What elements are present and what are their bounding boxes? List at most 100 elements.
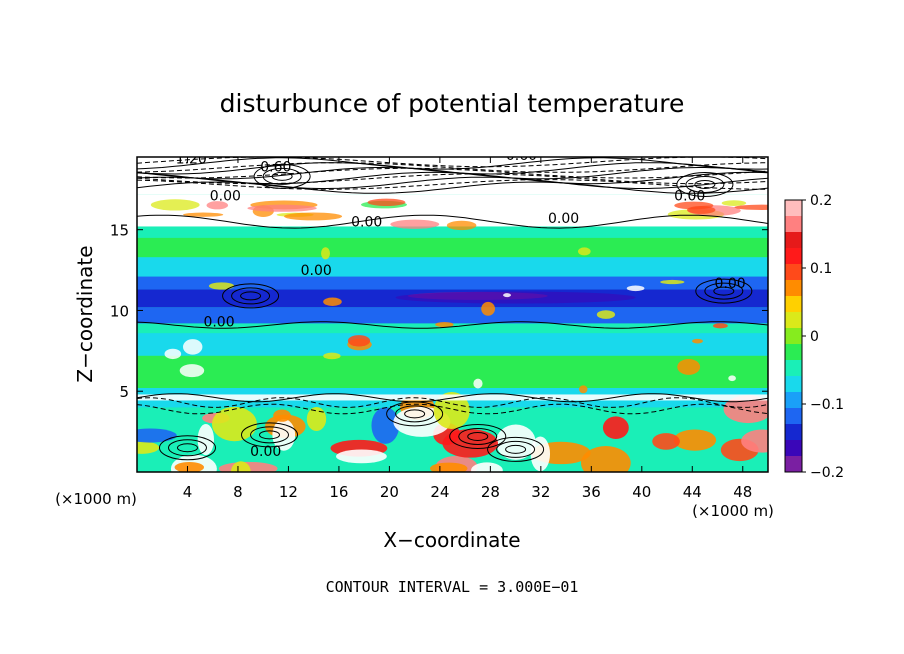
field-core — [395, 291, 636, 304]
field-patch — [660, 279, 685, 285]
contour-eddy — [231, 287, 271, 305]
field-patch — [164, 348, 182, 360]
field-patch — [728, 375, 736, 382]
contour-eddy — [676, 171, 734, 197]
x-tick-label: 4 — [183, 483, 193, 501]
field-blob — [211, 406, 257, 442]
temperature-field — [137, 157, 768, 472]
contour-line — [137, 162, 768, 175]
field-blob — [371, 407, 400, 444]
x-tick-label: 32 — [531, 483, 550, 501]
colorbar-ticks: 0.2 0.1 0 −0.1 −0.2 — [802, 193, 844, 481]
y-axis-ticks: 5 10 15 — [110, 222, 768, 401]
field-blob — [580, 446, 631, 472]
field-band — [137, 323, 768, 334]
x-tick-label: 24 — [430, 483, 449, 501]
contour-label: −0.60 — [494, 148, 537, 164]
field-patch — [677, 358, 701, 375]
x-tick-label: 40 — [632, 483, 651, 501]
contour-line-negative — [137, 173, 768, 185]
field-patch — [435, 321, 454, 328]
field-band — [137, 276, 768, 290]
field-filament — [446, 220, 477, 231]
x-tick-label: 8 — [233, 483, 243, 501]
x-tick-label: 36 — [582, 483, 601, 501]
field-patch — [179, 364, 205, 378]
contour-eddy — [259, 430, 281, 440]
field-blob — [306, 407, 327, 431]
contour-eddy — [458, 427, 498, 445]
field-patch — [503, 293, 511, 298]
field-band — [137, 194, 768, 227]
field-patch — [481, 301, 496, 316]
field-filament — [206, 201, 229, 210]
contour-eddy — [467, 431, 489, 441]
field-blob — [137, 441, 160, 454]
field-blob — [433, 391, 470, 430]
field-blob — [273, 409, 291, 422]
field-band — [137, 355, 768, 388]
field-filament — [367, 198, 406, 206]
contour-eddy — [386, 401, 444, 427]
x-origin-unit-label: (×1000 m) — [55, 490, 137, 508]
chart-title: disturbunce of potential temperature — [220, 89, 685, 118]
field-patch — [182, 339, 203, 355]
x-tick-label: 48 — [733, 483, 752, 501]
x-tick-label: 12 — [279, 483, 298, 501]
contour-label: 0.00 — [210, 189, 241, 205]
y-tick-label: 5 — [119, 383, 129, 401]
y-tick-label: 10 — [110, 302, 129, 320]
field-patch — [692, 338, 703, 344]
field-blob — [197, 423, 214, 456]
field-patch — [323, 297, 342, 306]
colorbar-tick-label: −0.2 — [810, 465, 844, 481]
field-filament — [284, 212, 343, 221]
field-blob — [336, 449, 387, 464]
x-tick-label: 16 — [329, 483, 348, 501]
field-patch — [596, 310, 616, 319]
field-band — [137, 226, 768, 238]
contour-eddy — [222, 283, 280, 309]
colorbar: 0.2 0.1 0 −0.1 −0.2 — [784, 193, 844, 481]
contour-label: 0.00 — [548, 211, 579, 227]
colorbar-tick-label: 0.2 — [810, 193, 832, 209]
field-filament — [183, 212, 224, 217]
x-axis-label: X−coordinate — [383, 528, 520, 552]
field-band — [137, 333, 768, 356]
contour-eddy — [695, 278, 753, 304]
y-axis-label: Z−coordinate — [73, 245, 97, 382]
contour-eddy — [250, 426, 290, 444]
field-patch — [347, 335, 371, 347]
field-blob — [741, 429, 768, 453]
plot-area: 1.20 0.60 0.00 0.00 0.00 0.00 0.00 −0.60 0.00 0.0… — [137, 148, 768, 472]
contour-eddy — [487, 436, 545, 462]
contour-eddy — [253, 163, 311, 189]
contour-label: 0.60 — [260, 160, 291, 176]
contour-line — [137, 214, 768, 229]
colorbar-tick-label: −0.1 — [810, 397, 844, 413]
contour-eddy — [713, 286, 735, 296]
field-band — [137, 257, 768, 277]
contour-eddy — [404, 409, 426, 419]
contour-eddy — [694, 179, 716, 189]
contour-line-negative — [137, 167, 768, 179]
contour-label: 1.20 — [176, 151, 207, 167]
colorbar-scale — [784, 199, 803, 473]
field-blob — [471, 462, 503, 472]
colorbar-tick-label: 0.1 — [810, 261, 832, 277]
field-blob — [602, 416, 629, 440]
field-patch — [712, 323, 728, 329]
contour-line-negative — [137, 179, 768, 190]
contour-eddy — [395, 405, 435, 423]
x-tick-label: 44 — [683, 483, 702, 501]
field-blob — [137, 428, 177, 443]
field-patch — [473, 378, 483, 389]
contour-eddy — [496, 440, 536, 458]
contour-labels: 1.20 0.60 0.00 0.00 0.00 0.00 0.00 −0.60 0.00 0.0… — [176, 148, 746, 460]
field-patch — [323, 352, 341, 360]
field-filament — [721, 200, 747, 206]
contour-eddy — [271, 171, 293, 181]
contour-eddy — [704, 282, 744, 300]
contour-label: 0.00 — [351, 214, 382, 230]
